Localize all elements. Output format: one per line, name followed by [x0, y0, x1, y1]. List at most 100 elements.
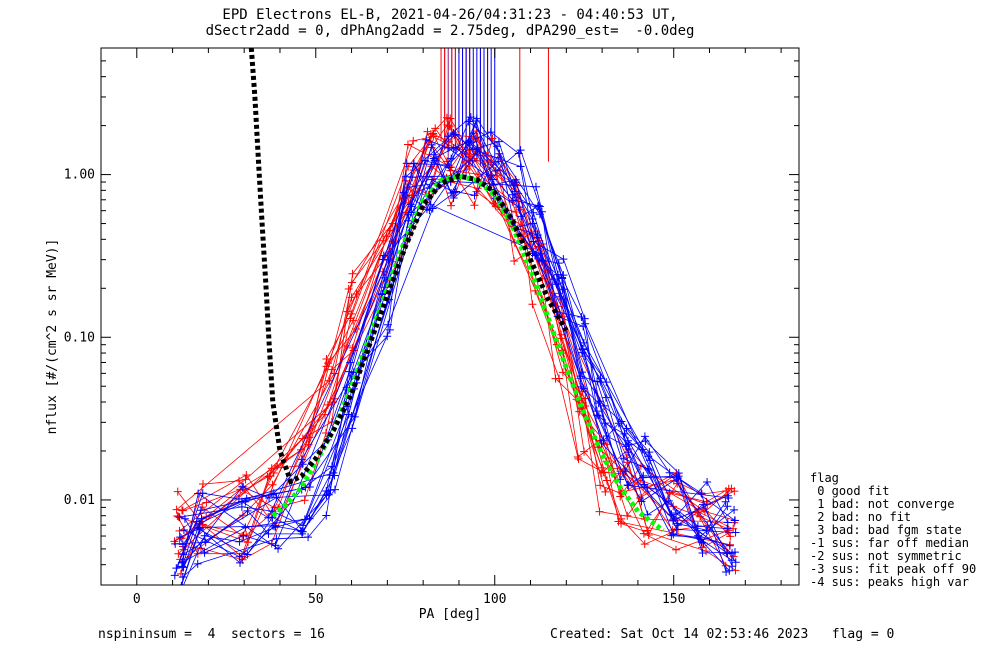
data-point-marker [699, 538, 708, 547]
data-point-marker [725, 566, 734, 575]
x-tick-label: 0 [133, 592, 141, 607]
data-point-marker [330, 485, 339, 494]
data-point-marker [175, 513, 184, 522]
data-point-marker [472, 114, 481, 123]
data-point-marker [491, 166, 500, 175]
data-point-marker [555, 292, 564, 301]
data-point-marker [408, 173, 417, 182]
data-point-marker [403, 140, 412, 149]
data-point-marker [444, 161, 453, 170]
data-point-marker [602, 432, 611, 441]
data-point-marker [272, 493, 281, 502]
data-point-marker [344, 284, 353, 293]
y-tick-label: 1.00 [64, 168, 95, 183]
data-point-marker [639, 471, 648, 480]
data-point-marker [580, 447, 589, 456]
data-traces [170, 113, 740, 585]
data-point-marker [241, 475, 250, 484]
data-point-marker [195, 523, 204, 532]
data-point-marker [425, 206, 434, 215]
data-point-marker [171, 539, 180, 548]
data-point-marker [272, 534, 281, 543]
data-point-marker [298, 460, 307, 469]
footer-created-info: Created: Sat Oct 14 02:53:46 2023 flag =… [550, 627, 895, 642]
data-point-marker [431, 124, 440, 133]
plot-frame [100, 47, 800, 586]
data-point-marker [442, 113, 451, 122]
chart-title-line-2: dSectr2add = 0, dPhAng2add = 2.75deg, dP… [205, 23, 695, 39]
data-trace [181, 153, 730, 585]
data-point-marker [449, 144, 458, 153]
data-point-marker [322, 511, 331, 520]
data-point-marker [238, 482, 247, 491]
data-point-marker [427, 175, 436, 184]
data-point-marker [593, 377, 602, 386]
data-point-marker [468, 145, 477, 154]
data-point-marker [197, 514, 206, 523]
data-point-marker [200, 548, 209, 557]
data-point-marker [639, 529, 648, 538]
flag-legend: flag 0 good fit 1 bad: not converge 2 ba… [810, 472, 976, 589]
data-point-marker [451, 130, 460, 139]
data-point-marker [728, 562, 737, 571]
data-point-marker [614, 517, 623, 526]
data-point-marker [723, 502, 732, 511]
data-point-marker [265, 471, 274, 480]
data-point-marker [174, 549, 183, 558]
data-point-marker [297, 455, 306, 464]
data-point-marker [595, 507, 604, 516]
data-point-marker [672, 525, 681, 534]
data-point-marker [235, 552, 244, 561]
data-point-marker [193, 559, 202, 568]
data-point-marker [622, 424, 631, 433]
x-tick-label: 150 [662, 592, 685, 607]
black-fit-curve [248, 48, 569, 485]
legend-item: -2 sus: not symmetric [810, 549, 962, 563]
data-point-marker [599, 401, 608, 410]
data-point-marker [516, 162, 525, 171]
data-point-marker [602, 476, 611, 485]
data-point-marker [559, 271, 568, 280]
data-point-marker [296, 526, 305, 535]
legend-item: 1 bad: not converge [810, 497, 955, 511]
data-point-marker [487, 170, 496, 179]
data-trace [179, 159, 727, 566]
data-point-marker [529, 208, 538, 217]
x-axis-label: PA [deg] [419, 607, 482, 622]
data-point-marker [429, 150, 438, 159]
data-point-marker [557, 330, 566, 339]
y-axis-label: nflux [#/(cm^2 s sr MeV)] [45, 239, 60, 435]
data-point-marker [241, 523, 250, 532]
data-point-marker [322, 354, 331, 363]
data-point-marker [601, 487, 610, 496]
data-point-marker [535, 210, 544, 219]
data-point-marker [722, 567, 731, 576]
data-point-marker [533, 230, 542, 239]
data-trace [179, 119, 729, 526]
data-point-marker [447, 154, 456, 163]
data-point-marker [242, 470, 251, 479]
legend-item: 2 bad: no fit [810, 510, 912, 524]
legend-item: -1 sus: far off median [810, 536, 969, 550]
data-point-marker [385, 325, 394, 334]
data-point-marker [445, 122, 454, 131]
data-point-marker [645, 448, 654, 457]
footer-spin-info: nspininsum = 4 sectors = 16 [98, 627, 325, 642]
data-point-marker [274, 544, 283, 553]
data-trace [182, 133, 736, 571]
data-point-marker [616, 492, 625, 501]
data-point-marker [322, 491, 331, 500]
data-point-marker [447, 201, 456, 210]
data-point-marker [235, 537, 244, 546]
chart-title-line-1: EPD Electrons EL-B, 2021-04-26/04:31:23 … [222, 7, 678, 23]
data-trace [182, 117, 731, 561]
data-point-marker [172, 505, 181, 514]
data-point-marker [725, 541, 734, 550]
data-point-marker [271, 523, 280, 532]
legend-title: flag [810, 471, 839, 485]
data-point-marker [470, 201, 479, 210]
data-point-marker [243, 550, 252, 559]
data-point-marker [192, 517, 201, 526]
data-point-marker [730, 487, 739, 496]
